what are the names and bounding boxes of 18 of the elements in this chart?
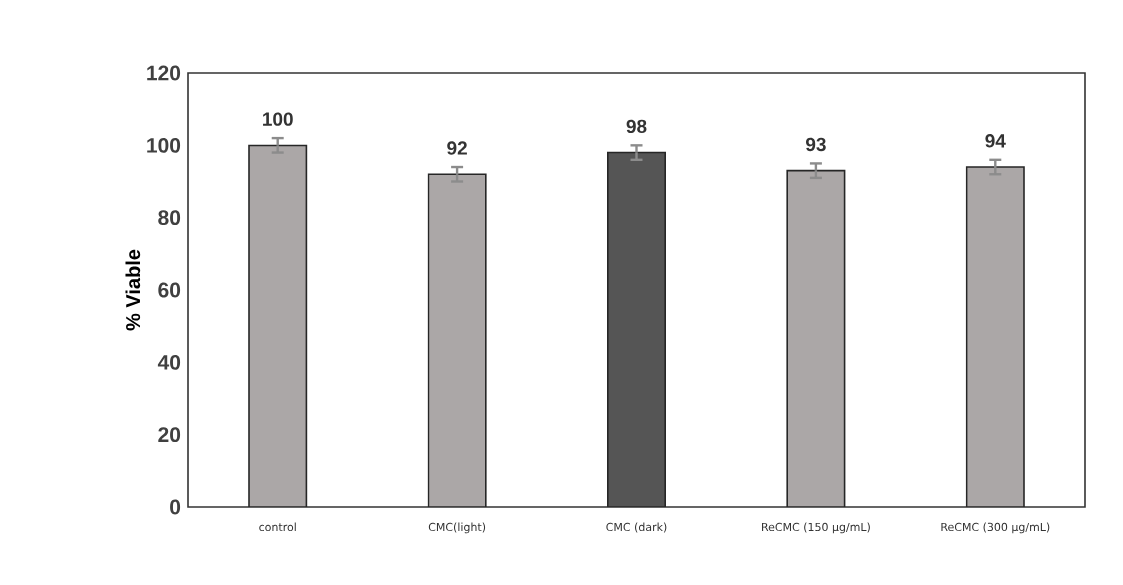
- y-tick-label: 80: [158, 210, 181, 226]
- data-label: 98: [626, 119, 647, 134]
- x-tick-label: CMC(light): [428, 522, 486, 534]
- y-tick-label: 120: [147, 65, 181, 81]
- x-tick-label: ReCMC (300 μg/mL): [941, 522, 1050, 534]
- data-label: 93: [805, 137, 826, 152]
- x-tick-label: CMC (dark): [606, 522, 667, 533]
- y-tick-label: 20: [158, 427, 181, 443]
- y-tick-label: 0: [170, 499, 181, 515]
- y-tick-label: 60: [158, 282, 181, 298]
- data-label: 92: [447, 141, 467, 155]
- y-axis-title: % Viable: [125, 249, 141, 331]
- data-label: 94: [985, 134, 1006, 148]
- x-tick-label: control: [259, 522, 296, 532]
- y-tick-label: 100: [147, 137, 181, 153]
- data-label: 100: [263, 112, 293, 126]
- y-tick-label: 40: [157, 354, 181, 370]
- x-tick-label: ReCMC (150 μg/mL): [762, 522, 870, 534]
